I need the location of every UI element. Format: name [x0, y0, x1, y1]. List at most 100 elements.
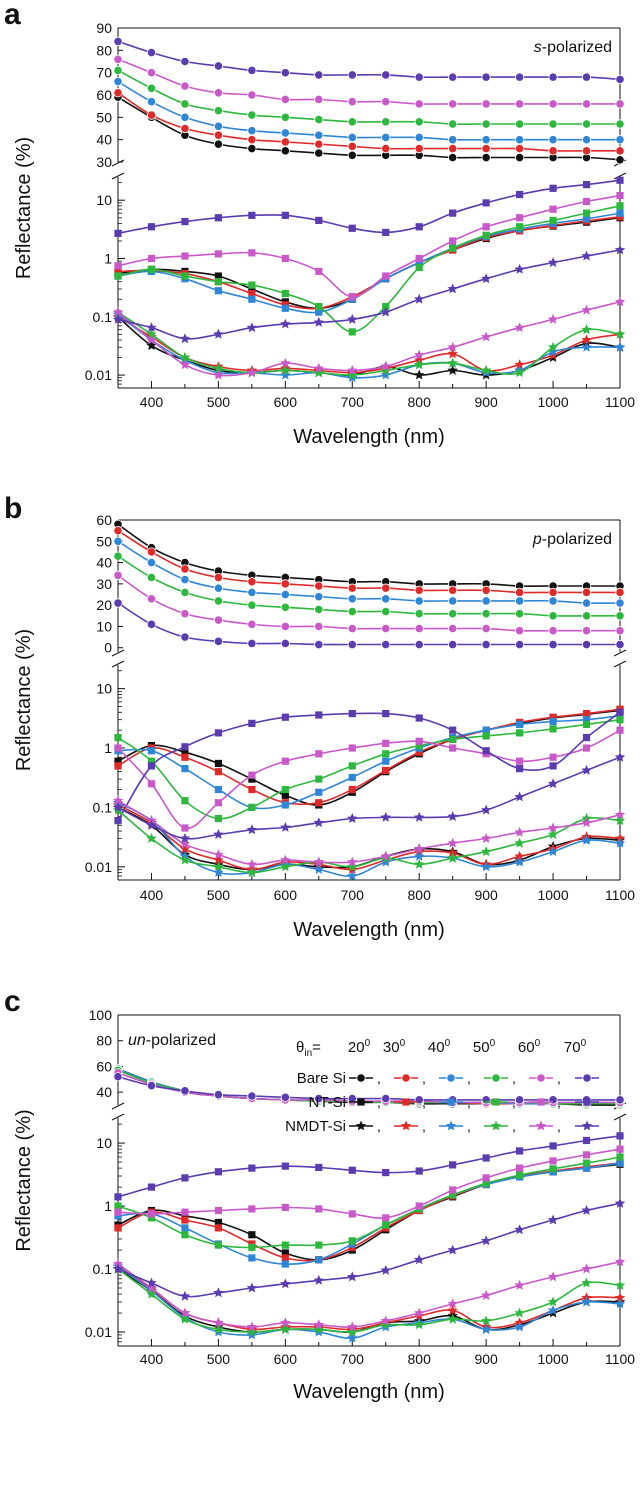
data-point	[514, 826, 525, 837]
data-point	[213, 328, 224, 339]
data-point	[314, 581, 324, 591]
data-point	[347, 117, 357, 127]
data-point	[414, 1319, 425, 1330]
data-point	[414, 144, 424, 154]
data-point	[581, 1205, 592, 1215]
data-point	[280, 589, 290, 600]
data-point	[113, 88, 123, 98]
data-point	[280, 94, 290, 105]
data-point	[348, 328, 356, 336]
x-tick-label: 1000	[537, 394, 568, 410]
data-point	[615, 626, 625, 636]
data-point	[181, 217, 189, 226]
series-line	[117, 711, 621, 822]
data-point	[214, 250, 222, 258]
data-point	[448, 144, 458, 154]
legend-separator: ,	[512, 1118, 516, 1134]
data-point	[448, 596, 458, 606]
legend-marker	[357, 1098, 365, 1106]
data-point	[280, 602, 290, 612]
data-point	[514, 791, 525, 802]
data-point	[113, 1072, 123, 1082]
data-point	[213, 636, 223, 646]
data-point	[146, 110, 157, 120]
data-point	[449, 237, 457, 245]
data-point	[482, 1179, 490, 1187]
data-point	[481, 119, 491, 129]
legend-angle-20: 200	[348, 1038, 371, 1056]
data-point	[248, 1164, 256, 1172]
series-line	[117, 80, 620, 141]
data-point	[514, 856, 525, 867]
data-point	[514, 263, 525, 274]
data-point	[281, 254, 289, 263]
series-line	[117, 1162, 621, 1262]
data-point	[315, 1241, 323, 1249]
data-point	[482, 747, 490, 755]
legend-marker	[537, 1098, 545, 1106]
series-line	[117, 574, 620, 632]
series-nt-si-30	[114, 213, 624, 312]
data-point	[147, 780, 156, 788]
data-point	[112, 306, 124, 317]
x-tick-label: 1000	[537, 1351, 568, 1367]
data-point	[348, 709, 356, 718]
data-point	[213, 362, 224, 373]
data-point	[248, 803, 256, 812]
data-point	[549, 1165, 557, 1173]
data-point	[381, 583, 391, 593]
legend-angle-70: 700	[564, 1038, 587, 1056]
legend-angle-60: 600	[518, 1038, 541, 1056]
data-point	[180, 81, 190, 91]
data-point	[381, 144, 391, 154]
data-point	[614, 341, 626, 352]
data-point	[315, 1205, 323, 1213]
data-point	[514, 1095, 525, 1105]
legend-separator: ,	[467, 1118, 471, 1134]
polarization-label: s-polarized	[534, 39, 612, 56]
data-point	[114, 744, 122, 752]
data-point	[480, 1235, 492, 1246]
y-tick-label-upper: 30	[96, 154, 112, 170]
data-point	[481, 585, 491, 595]
y-tick-label-upper: 50	[96, 533, 112, 549]
data-point	[214, 287, 222, 295]
data-point	[616, 726, 624, 734]
data-point	[347, 583, 357, 593]
data-point	[213, 1323, 224, 1334]
series-line	[117, 555, 620, 617]
data-point	[247, 577, 257, 587]
legend-degree: 0	[490, 1038, 496, 1049]
data-point	[112, 801, 124, 812]
data-point	[213, 583, 223, 593]
data-point	[180, 1086, 190, 1096]
data-point	[314, 139, 324, 149]
data-point	[214, 1224, 222, 1232]
y-tick-label-upper: 10	[96, 618, 112, 634]
data-point	[347, 132, 357, 143]
series-line	[117, 809, 621, 874]
data-point	[615, 587, 625, 597]
data-point	[180, 112, 190, 122]
data-point	[549, 184, 557, 192]
series-nmdt-si-40	[112, 1260, 626, 1343]
data-point	[447, 283, 458, 294]
data-point	[313, 316, 324, 327]
data-point	[514, 850, 525, 861]
data-point	[480, 804, 492, 815]
data-point	[582, 716, 591, 724]
data-point	[214, 768, 222, 776]
legend-separator: ,	[512, 1070, 516, 1086]
data-point	[549, 205, 557, 213]
data-point	[213, 369, 224, 380]
data-point	[616, 1145, 624, 1153]
data-point	[449, 1186, 457, 1194]
data-point	[214, 1168, 222, 1176]
x-tick-label: 600	[274, 394, 298, 410]
data-point	[146, 1282, 157, 1293]
data-point	[482, 223, 490, 231]
data-point	[548, 119, 558, 129]
data-point	[480, 273, 492, 284]
data-point	[581, 334, 592, 345]
